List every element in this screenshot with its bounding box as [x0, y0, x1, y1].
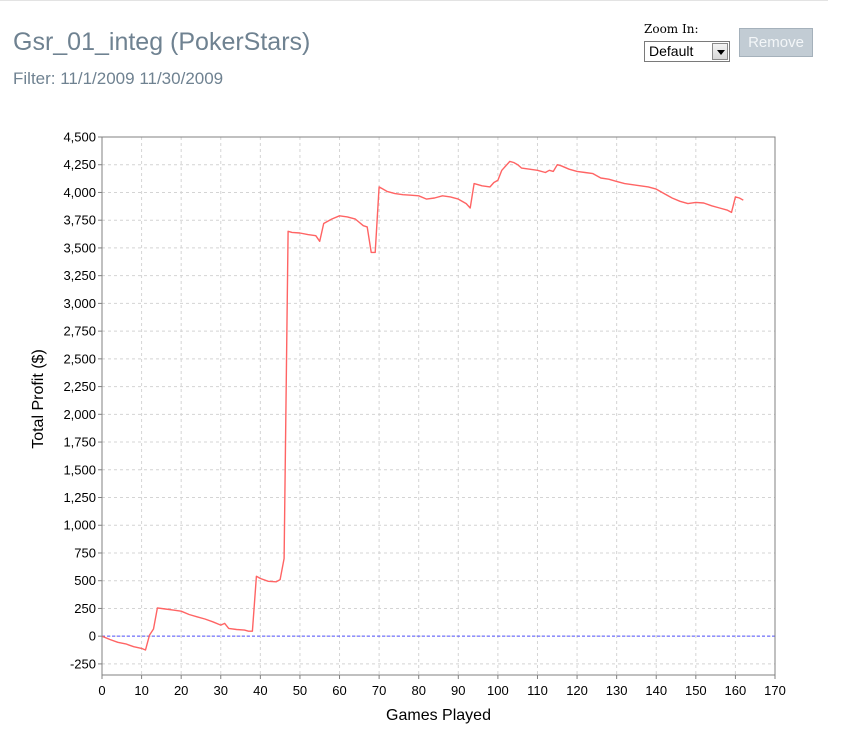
y-tick-label: 2,500 — [63, 351, 96, 366]
y-tick-label: 4,500 — [63, 130, 96, 145]
y-tick-label: 250 — [74, 601, 96, 616]
y-tick-label: 1,750 — [63, 435, 96, 450]
y-tick-label: 2,750 — [63, 324, 96, 339]
y-tick-label: 3,250 — [63, 268, 96, 283]
plot-frame — [101, 136, 776, 676]
x-tick-label: 80 — [411, 683, 425, 698]
y-tick-label: 4,000 — [63, 185, 96, 200]
y-tick-label: 1,000 — [63, 518, 96, 533]
x-tick-label: 130 — [606, 683, 628, 698]
x-tick-label: 0 — [98, 683, 105, 698]
y-tick-label: 3,750 — [63, 213, 96, 228]
y-tick-labels: -250 0 250 500 750 1,000 1,250 1,500 1,750 2,000 2… — [63, 130, 96, 672]
series-line-0 — [101, 160, 744, 651]
y-tick-label: 1,500 — [63, 462, 96, 477]
x-tick-label: 150 — [685, 683, 707, 698]
page-title: Gsr_01_integ (PokerStars) — [13, 28, 311, 56]
x-tick-label: 90 — [451, 683, 465, 698]
zoom-label: Zoom In: — [644, 22, 699, 36]
y-tick-label: 2,000 — [63, 407, 96, 422]
x-tick-label: 50 — [293, 683, 307, 698]
x-tick-label: 120 — [566, 683, 588, 698]
filter-label: Filter: 11/1/2009 11/30/2009 — [13, 69, 224, 88]
x-tick-label: 10 — [134, 683, 148, 698]
x-tick-label: 170 — [764, 683, 786, 698]
chevron-down-icon[interactable] — [712, 43, 728, 60]
zoom-selected-value: Default — [649, 43, 694, 59]
zoom-select[interactable]: Default — [644, 41, 730, 62]
y-tick-label: 0 — [89, 629, 96, 644]
x-tick-label: 100 — [487, 683, 509, 698]
y-tick-label: 1,250 — [63, 490, 96, 505]
x-axis-title: Games Played — [386, 707, 491, 724]
x-tick-label: 110 — [527, 683, 548, 698]
x-tick-label: 20 — [174, 683, 188, 698]
grid — [101, 136, 776, 675]
x-tick-label: 160 — [725, 683, 747, 698]
y-tick-label: 500 — [74, 573, 96, 588]
remove-button[interactable]: Remove — [739, 28, 813, 57]
x-tick-label: 40 — [253, 683, 267, 698]
top-divider — [0, 0, 828, 1]
y-tick-label: 4,250 — [63, 157, 96, 172]
y-tick-label: 750 — [74, 545, 96, 560]
x-tick-label: 140 — [645, 683, 667, 698]
series-layer — [101, 160, 744, 651]
x-tick-label: 70 — [372, 683, 386, 698]
y-tick-label: 3,500 — [63, 240, 96, 255]
x-tick-label: 60 — [332, 683, 346, 698]
y-tick-label: 2,250 — [63, 379, 96, 394]
x-tick-labels: 0 10 20 30 40 50 60 70 80 90 100 110 120 130 140 150 160… — [98, 683, 785, 698]
y-tick-label: -250 — [70, 656, 96, 671]
x-tick-label: 30 — [214, 683, 228, 698]
y-axis-title: Total Profit ($) — [30, 349, 47, 449]
axis-ticks — [98, 136, 776, 679]
y-tick-label: 3,000 — [63, 296, 96, 311]
